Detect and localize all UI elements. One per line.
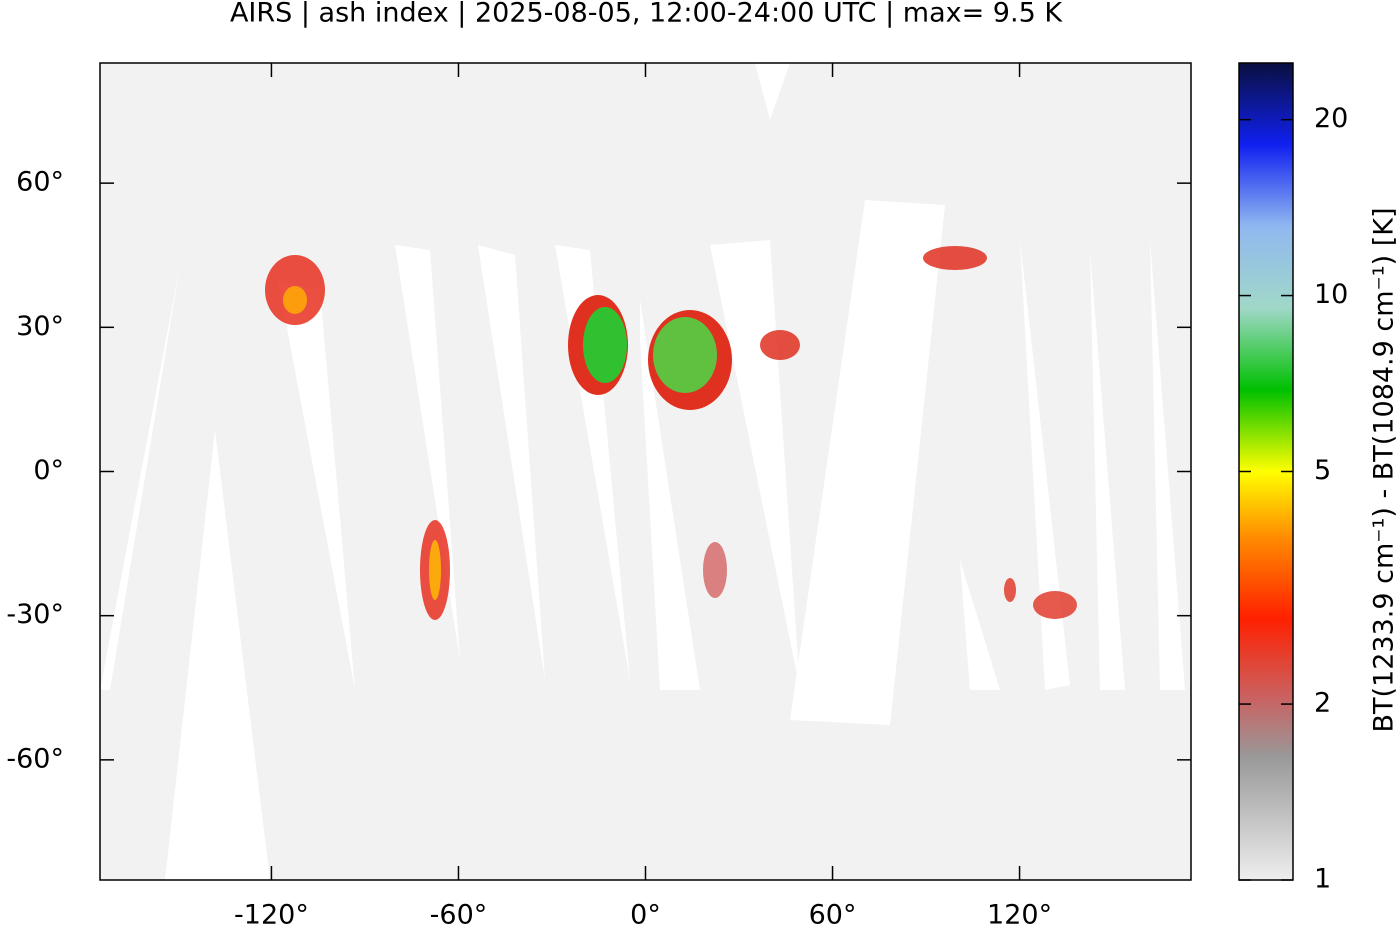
ash-signal [265, 246, 1077, 620]
colorbar-label: BT(1233.9 cm⁻¹) - BT(1084.9 cm⁻¹) [K] [1369, 208, 1400, 733]
colorbar-tick-label: 10 [1314, 279, 1348, 310]
colorbar-tick-label: 2 [1314, 688, 1331, 719]
x-tick-label: 60° [809, 900, 857, 930]
map-area [100, 63, 1191, 880]
x-tick-label: -60° [430, 900, 488, 930]
y-tick-label: 60° [16, 167, 64, 198]
colorbar-tick-label: 5 [1314, 455, 1331, 486]
y-tick-label: -30° [6, 599, 64, 630]
y-tick-label: 0° [33, 455, 64, 486]
x-tick-label: 0° [630, 900, 661, 930]
map-background [100, 63, 1191, 880]
colorbar-tick-label: 1 [1314, 864, 1331, 895]
chart-title: AIRS | ash index | 2025-08-05, 12:00-24:… [230, 0, 1063, 29]
x-tick-label: 120° [987, 900, 1052, 930]
y-tick-label: -60° [6, 743, 64, 774]
x-tick-label: -120° [234, 900, 309, 930]
colorbar-tick-label: 20 [1314, 103, 1348, 134]
y-tick-label: 30° [16, 311, 64, 342]
